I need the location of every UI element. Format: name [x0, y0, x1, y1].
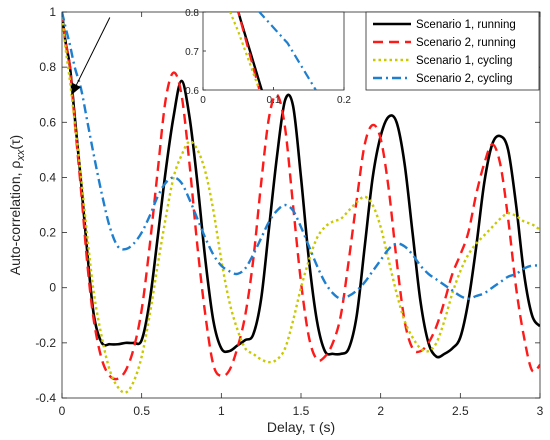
x-axis-label: Delay, τ (s)	[267, 419, 335, 435]
legend: Scenario 1, running Scenario 2, running Sc…	[365, 11, 540, 91]
inset-x-tick-label: 0.2	[337, 95, 351, 106]
x-tick-label: 0.5	[133, 404, 150, 418]
y-tick-label: 0.6	[39, 115, 56, 129]
y-tick-label: 0.4	[39, 170, 56, 184]
x-tick-label: 1	[218, 404, 225, 418]
legend-label: Scenario 2, cycling	[416, 73, 513, 85]
y-tick-label: 0	[49, 281, 56, 295]
inset-y-tick-label: 0.8	[185, 8, 199, 19]
arrow-shaft	[71, 17, 111, 95]
y-tick-label: -0.4	[35, 391, 56, 405]
inset-x-tick-label: 0	[200, 95, 206, 106]
y-tick-label: 0.2	[39, 226, 56, 240]
x-axis-ticks: 0 0.5 1 1.5 2 2.5 3	[59, 12, 544, 418]
inset-series-line-4	[258, 12, 318, 90]
y-tick-label: 1	[49, 5, 56, 19]
x-tick-label: 3	[537, 404, 544, 418]
series-line-2	[62, 12, 540, 381]
inset-series-layer	[228, 12, 318, 90]
inset-ticks: 0 0.1 0.2 0.6 0.7 0.8	[185, 8, 351, 106]
series-line-1	[62, 12, 540, 359]
y-axis-ticks: -0.4 -0.2 0 0.2 0.4 0.6 0.8 1	[35, 5, 540, 405]
x-tick-label: 2.5	[452, 404, 469, 418]
x-tick-label: 0	[59, 404, 66, 418]
inset-y-tick-label: 0.6	[185, 86, 199, 97]
y-tick-label: 0.8	[39, 60, 56, 74]
zoom-arrow	[71, 17, 111, 95]
legend-label: Scenario 1, cycling	[416, 55, 513, 67]
y-tick-label: -0.2	[35, 336, 56, 350]
inset-frame	[202, 11, 345, 91]
inset-y-tick-label: 0.7	[185, 47, 199, 58]
x-tick-label: 1.5	[293, 404, 310, 418]
arrow-head	[71, 82, 81, 95]
series-line-4	[62, 12, 540, 301]
legend-items: Scenario 1, running Scenario 2, running Sc…	[373, 19, 516, 85]
x-tick-label: 2	[377, 404, 384, 418]
series-layer	[62, 12, 540, 394]
series-line-3	[62, 12, 540, 394]
inset-plot: 0 0.1 0.2 0.6 0.7 0.8	[185, 8, 351, 106]
y-axis-label: Auto-correlation, ρxx(τ)	[7, 135, 27, 275]
legend-label: Scenario 1, running	[416, 19, 516, 31]
inset-x-tick-label: 0.1	[267, 95, 281, 106]
legend-label: Scenario 2, running	[416, 37, 516, 49]
